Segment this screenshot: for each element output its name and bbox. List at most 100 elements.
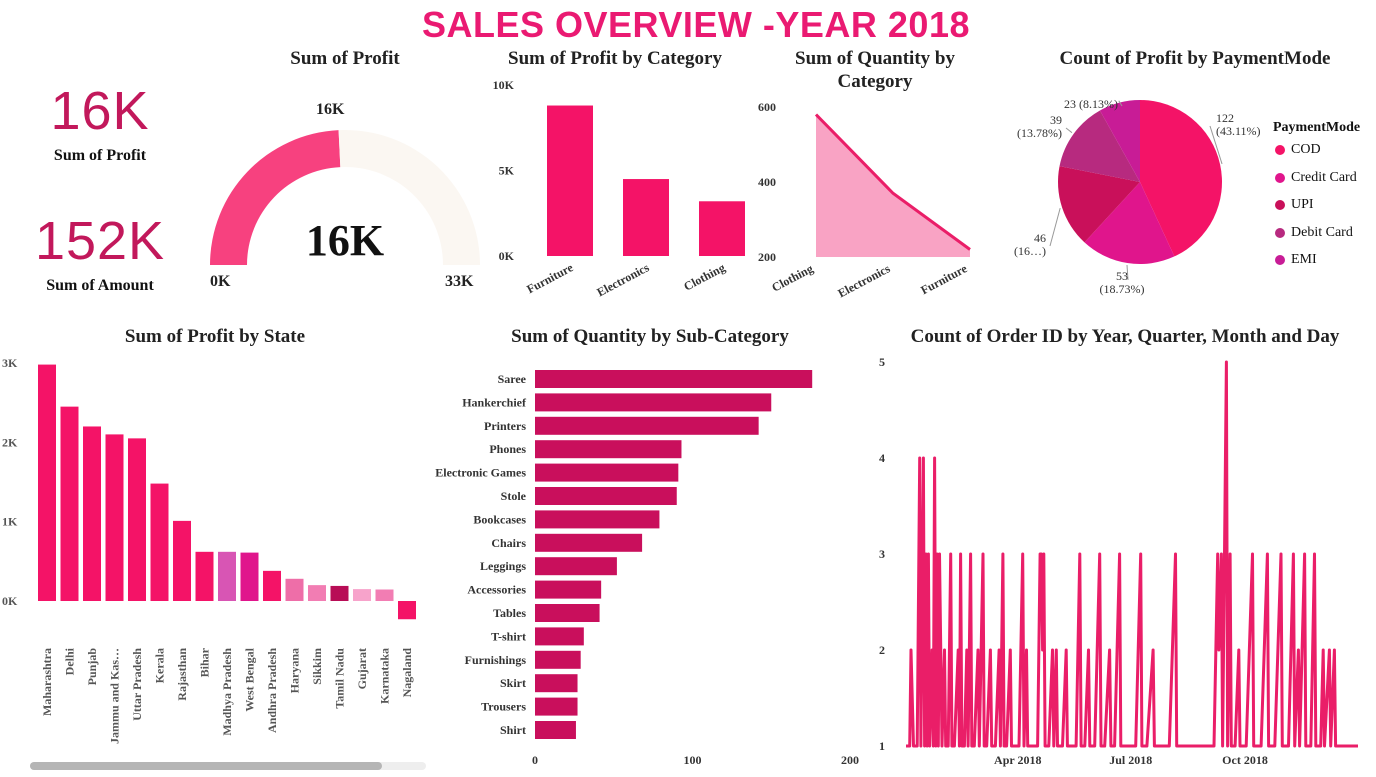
y-tick-label: Hankerchief [462,395,527,409]
pie-data-label: 39 [1050,113,1062,127]
bar [173,520,191,601]
bar [218,551,236,601]
legend-swatch [1275,172,1285,183]
pie-legend-item[interactable]: UPI [1275,197,1314,213]
pie-data-pct: (43.11%) [1216,124,1261,138]
y-tick-label: Skirt [500,676,526,690]
y-tick-label: 10K [493,78,515,92]
pie-legend-item[interactable]: Debit Card [1275,225,1353,241]
quantity-by-category-title: Sum of Quantity by Category [795,48,955,92]
quantity-by-subcategory-chart: Saree Hankerchief Printers Phones Electronic… [435,370,859,767]
bar [535,627,584,646]
y-tick-label: Shirt [500,723,526,737]
y-tick-label: Saree [498,372,527,386]
legend-swatch [1275,200,1285,210]
x-tick-label: Oct 2018 [1222,753,1268,767]
y-tick-label: Trousers [481,700,526,714]
pie-leader-line [1209,125,1223,165]
y-tick-label: 1 [879,739,885,753]
bar [398,601,416,620]
pie-data-pct: (18.73%) [1100,282,1145,296]
kpi-amount-label: Sum of Amount [46,277,154,294]
bar [547,105,593,256]
bar [623,179,669,256]
series-line [906,360,1358,748]
x-tick-label: Uttar Pradesh [130,648,144,721]
legend-swatch [1275,145,1285,155]
kpi-profit-value: 16K [50,81,150,141]
bar [535,533,643,552]
profit-by-category-title: Sum of Profit by Category [508,48,722,69]
pie-data-label: 46 [1034,231,1046,245]
bar [535,721,576,739]
profit-by-category-chart: 0K 5K 10K Furniture Electronics Clothing [493,78,745,299]
pie-legend-item[interactable]: COD [1275,142,1321,158]
y-tick-label: 200 [758,250,776,264]
bar [535,650,581,669]
pie-legend-item[interactable]: EMI [1275,252,1317,268]
pie-data-pct: (13.78%) [1017,126,1062,140]
orders-by-date-chart: 1 2 3 4 5 Apr 2018 Jul 2018 Oct 2018 [879,355,1358,767]
x-tick-label: 0 [532,753,538,767]
y-tick-label: Phones [489,442,526,456]
y-tick-label: 600 [758,100,776,114]
bar [83,426,101,601]
bar [128,438,146,601]
pie-data-label: 53 [1116,269,1128,283]
y-tick-label: Bookcases [473,512,526,526]
x-tick-label: Bihar [198,647,212,677]
pie-leader-line [1065,127,1073,134]
bar [535,674,578,693]
bar [535,440,682,459]
x-tick-label: Furniture [524,260,576,296]
pie-data-label: 23 (8.13%) [1064,97,1118,111]
bar [535,487,677,505]
bar [535,370,813,388]
bar [535,393,772,412]
profit-by-state-chart: 0K 1K 2K 3K Maharashtra Delhi Punjab Jammu and … [2,356,416,744]
x-tick-label: Sikkim [310,648,324,685]
x-tick-label: Madhya Pradesh [220,648,234,736]
y-tick-label: 400 [758,175,776,189]
bar [38,364,56,601]
x-tick-label: Furniture [918,261,970,297]
bar [535,580,602,599]
y-tick-label: Leggings [480,559,526,573]
y-tick-label: 2K [2,435,18,449]
x-tick-label: Maharashtra [40,648,54,716]
pie-legend-item[interactable]: Credit Card [1275,170,1357,186]
kpi-profit-label: Sum of Profit [53,147,147,164]
pie-legend-title: PaymentMode [1273,120,1361,135]
y-tick-label: Tables [493,606,526,620]
x-tick-label: Tamil Nadu [333,648,347,709]
x-tick-label: Electronics [594,260,651,299]
y-tick-label: 5K [499,164,515,178]
quantity-by-category-chart: 200 400 600 Clothing Electronics Furniture [758,100,971,300]
pie-slice [1058,166,1140,243]
x-tick-label: Jul 2018 [1109,753,1152,767]
x-tick-label: Clothing [769,261,815,294]
y-tick-label: Chairs [491,536,526,550]
legend-swatch [1275,227,1285,238]
gauge-max-label: 33K [445,273,474,290]
y-tick-label: Furnishings [465,653,527,667]
pie-slice [1059,110,1140,182]
x-tick-label: Kerala [153,648,167,683]
y-tick-label: 2 [879,643,885,657]
profit-by-state-title: Sum of Profit by State [124,326,306,347]
x-tick-label: Andhra Pradesh [265,648,279,733]
scrollbar-thumb[interactable] [30,762,382,770]
legend-label: EMI [1291,252,1317,267]
y-tick-label: Electronic Games [435,466,526,480]
horizontal-scrollbar[interactable] [30,762,426,770]
gauge-track-arc [338,130,480,265]
x-tick-label: 100 [684,753,702,767]
pie-leader-line [1049,208,1061,247]
pie-data-pct: (16…) [1014,244,1046,258]
legend-label: UPI [1291,197,1314,212]
orders-by-date-title: Count of Order ID by Year, Quarter, Mont… [910,326,1340,347]
bar [150,483,169,601]
bar [535,416,759,435]
y-tick-label: Accessories [467,583,526,597]
x-tick-label: West Bengal [243,647,257,711]
